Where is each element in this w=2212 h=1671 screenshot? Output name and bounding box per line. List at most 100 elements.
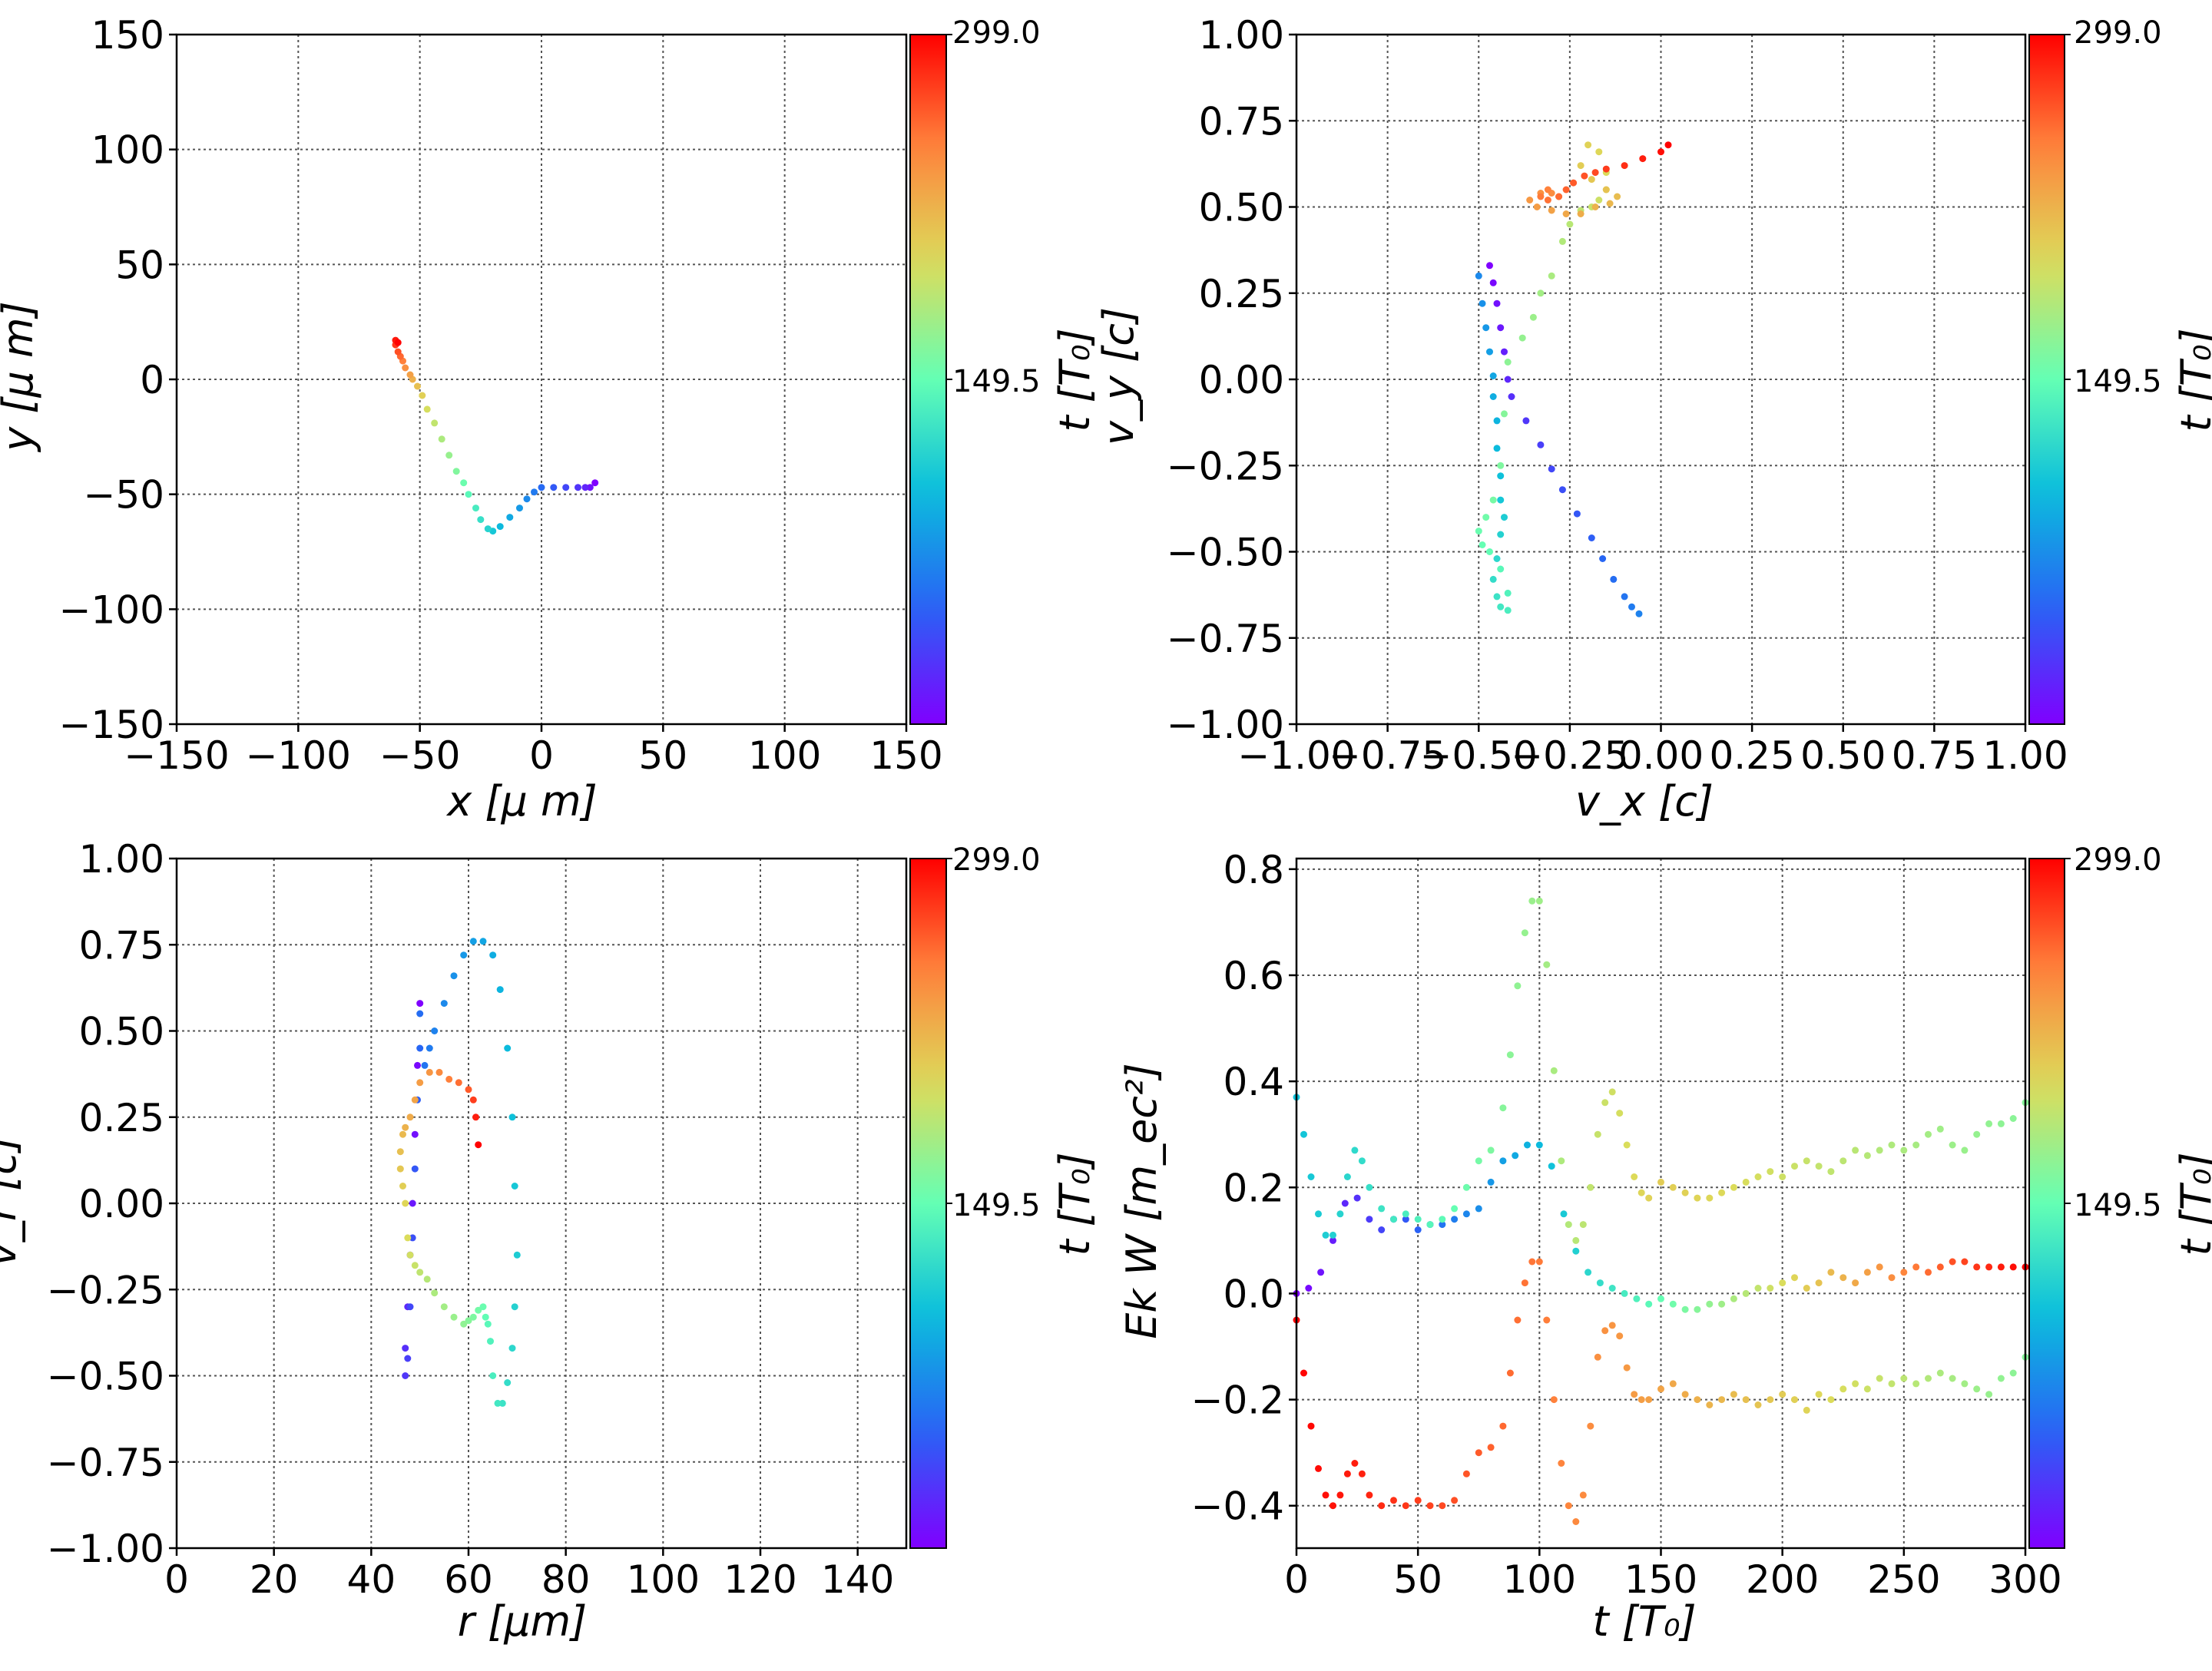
data-point [1588, 176, 1595, 184]
y-tick-label: −0.50 [47, 1355, 164, 1399]
data-point [1451, 1216, 1459, 1223]
data-point [1528, 1258, 1536, 1266]
x-tick-label: 0 [164, 1557, 189, 1602]
data-point [1587, 1183, 1594, 1191]
panel-vxvy-xlabel: v_x [c] [1575, 777, 1714, 826]
data-point [1985, 1263, 1993, 1271]
data-point [1482, 324, 1490, 332]
data-point [1876, 1147, 1883, 1154]
data-point [1925, 1375, 1932, 1382]
data-point [1633, 1295, 1641, 1302]
data-point [531, 488, 538, 496]
data-point [1499, 1157, 1507, 1165]
data-point [406, 1113, 414, 1121]
data-point [1803, 1285, 1810, 1292]
data-point [1533, 203, 1541, 210]
data-point [1537, 193, 1545, 200]
data-point [1439, 1502, 1446, 1510]
data-point [1876, 1263, 1883, 1271]
data-point [1657, 1295, 1664, 1302]
data-point [1815, 1391, 1823, 1398]
data-point [1548, 465, 1555, 473]
data-point [465, 1086, 472, 1094]
data-point [1599, 555, 1607, 562]
x-tick-label: −0.50 [1420, 733, 1538, 778]
data-point [1543, 961, 1551, 968]
data-point [1499, 1104, 1507, 1112]
data-point [411, 1262, 419, 1269]
y-tick-label: 0.25 [1199, 272, 1284, 316]
y-tick-label: −150 [59, 703, 164, 747]
colorbar-xy-tick-mid: 149.5 [952, 364, 1041, 399]
data-point [1645, 1396, 1653, 1404]
data-point [1606, 200, 1614, 207]
data-point [1358, 1470, 1366, 1477]
data-point [477, 516, 485, 524]
data-point [1506, 1051, 1514, 1059]
data-point [1343, 1470, 1351, 1477]
data-point [1336, 1491, 1344, 1499]
data-point [421, 1061, 429, 1069]
data-point [1565, 1502, 1572, 1510]
y-tick-label: 0.00 [1199, 358, 1284, 402]
data-point [402, 364, 409, 372]
data-point [406, 1251, 414, 1259]
data-point [1402, 1210, 1409, 1218]
data-point [1803, 1157, 1810, 1165]
colorbar-xy: 299.0 149.5 t [T₀] [909, 15, 1099, 725]
data-point [1742, 1289, 1750, 1297]
data-point [1863, 1269, 1871, 1276]
data-point [1839, 1385, 1847, 1393]
data-point [1587, 1422, 1594, 1430]
data-point [1486, 548, 1493, 555]
data-point [1378, 1205, 1386, 1213]
y-tick-label: 0.00 [79, 1182, 164, 1226]
data-point [1639, 155, 1647, 163]
data-point [1791, 1163, 1798, 1170]
x-tick-label: −150 [124, 733, 229, 778]
data-point [1621, 162, 1628, 170]
data-point [506, 514, 514, 521]
data-point [1900, 1269, 1908, 1276]
data-point [1486, 262, 1493, 270]
x-tick-label: 0.00 [1618, 733, 1704, 778]
grid [176, 34, 907, 725]
data-point [1997, 1375, 2005, 1382]
x-tick-label: 0.25 [1709, 733, 1794, 778]
data-point [511, 1183, 518, 1190]
data-point [1300, 1369, 1307, 1377]
data-point [1558, 1460, 1565, 1467]
data-point [516, 505, 523, 512]
y-tick-label: 0.75 [1199, 99, 1284, 144]
data-point [1645, 1194, 1653, 1202]
data-point [575, 484, 581, 491]
data-point [1852, 1147, 1859, 1154]
data-point [1767, 1285, 1774, 1292]
data-point [1791, 1396, 1798, 1404]
data-point [1522, 417, 1530, 425]
data-point [1526, 197, 1534, 203]
data-point [1475, 1157, 1482, 1165]
data-point [1973, 1130, 1981, 1138]
colorbar-ek: 299.0 149.5 t [T₀] [2028, 842, 2212, 1549]
data-point [496, 986, 504, 994]
data-point [1493, 417, 1501, 425]
data-point [1426, 1221, 1434, 1229]
data-point [1514, 982, 1522, 990]
data-point [484, 525, 492, 533]
data-point [1558, 1157, 1565, 1165]
x-tick-label: 150 [1624, 1557, 1697, 1602]
data-point [1548, 1163, 1555, 1170]
data-point [1936, 1369, 1944, 1377]
data-point [1949, 1141, 1956, 1149]
colorbar-rvr-tick-max: 299.0 [952, 842, 1041, 878]
data-point [1936, 1263, 1944, 1271]
y-tick-label: 0.2 [1223, 1166, 1284, 1210]
data-point [1521, 1279, 1528, 1287]
data-point [409, 1199, 416, 1207]
data-point [1669, 1300, 1677, 1308]
data-point [1528, 897, 1536, 905]
data-point [1521, 929, 1528, 937]
colorbar-rvr: 299.0 149.5 t [T₀] [909, 842, 1099, 1549]
data-point [455, 1079, 462, 1087]
